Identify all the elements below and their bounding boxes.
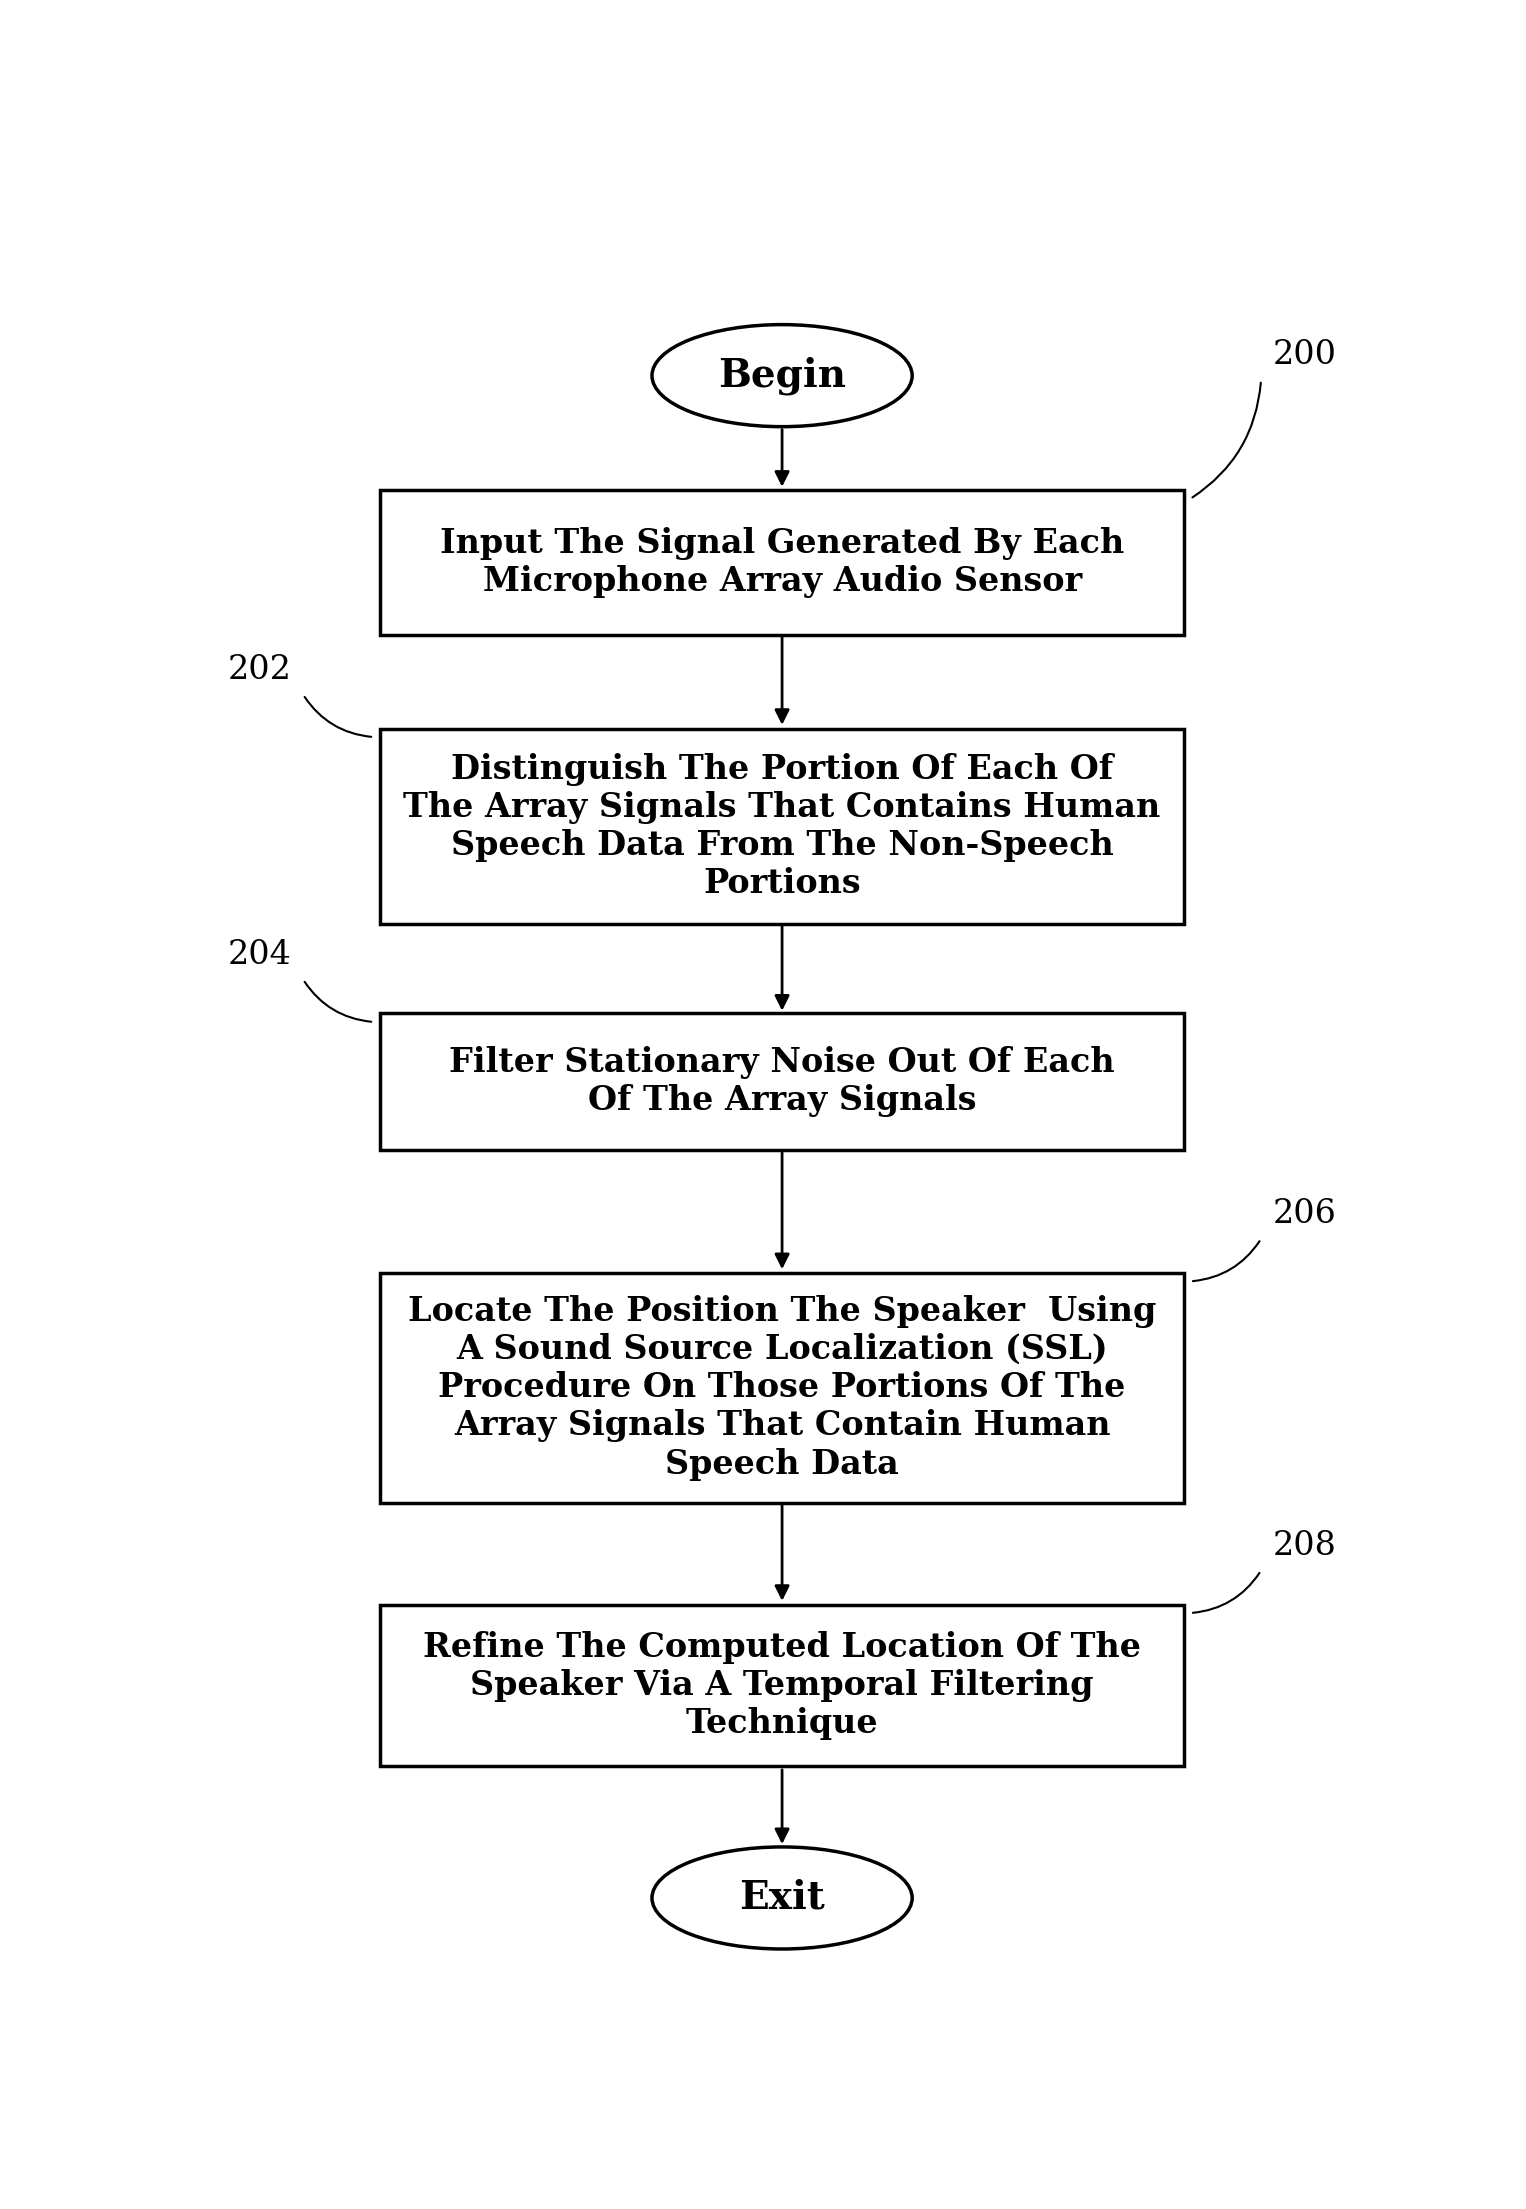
Text: Input The Signal Generated By Each
Microphone Array Audio Sensor: Input The Signal Generated By Each Micro… <box>439 528 1125 599</box>
Text: Exit: Exit <box>739 1880 826 1917</box>
Bar <box>380 1604 1184 1767</box>
Bar <box>380 490 1184 634</box>
Bar <box>380 1272 1184 1502</box>
Text: 200: 200 <box>1273 340 1337 371</box>
Text: 208: 208 <box>1273 1531 1337 1562</box>
Ellipse shape <box>652 1847 913 1948</box>
Ellipse shape <box>652 325 913 426</box>
Text: Begin: Begin <box>719 356 845 395</box>
Text: Filter Stationary Noise Out Of Each
Of The Array Signals: Filter Stationary Noise Out Of Each Of T… <box>449 1045 1116 1118</box>
Bar <box>380 729 1184 923</box>
Text: 206: 206 <box>1273 1197 1337 1230</box>
Text: 202: 202 <box>227 654 291 687</box>
Text: 204: 204 <box>227 939 291 972</box>
Text: Refine The Computed Location Of The
Speaker Via A Temporal Filtering
Technique: Refine The Computed Location Of The Spea… <box>423 1630 1141 1741</box>
Bar <box>380 1014 1184 1149</box>
Text: Locate The Position The Speaker  Using
A Sound Source Localization (SSL)
Procedu: Locate The Position The Speaker Using A … <box>407 1294 1157 1480</box>
Text: Distinguish The Portion Of Each Of
The Array Signals That Contains Human
Speech : Distinguish The Portion Of Each Of The A… <box>403 753 1161 901</box>
